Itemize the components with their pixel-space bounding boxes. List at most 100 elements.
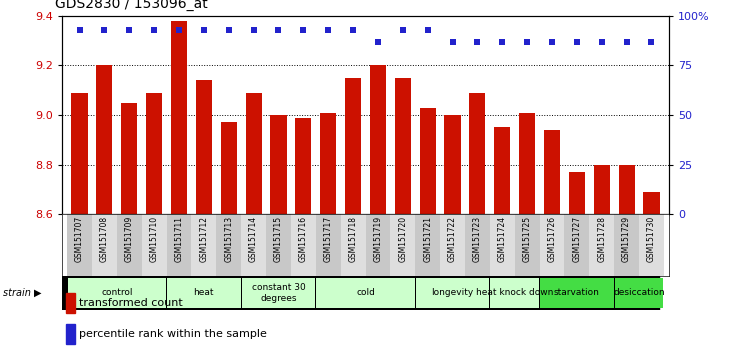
Point — [322, 27, 334, 33]
Bar — [639, 214, 664, 276]
Bar — [317, 278, 414, 308]
Bar — [540, 278, 613, 308]
Bar — [246, 93, 262, 214]
Bar — [121, 103, 137, 214]
Bar — [242, 278, 315, 308]
Text: heat knock down: heat knock down — [476, 289, 553, 297]
Text: GSM151717: GSM151717 — [324, 216, 333, 262]
Bar — [539, 214, 564, 276]
Text: GSM151709: GSM151709 — [125, 216, 134, 262]
Bar — [67, 278, 166, 308]
Bar — [67, 214, 92, 276]
Text: GSM151713: GSM151713 — [224, 216, 233, 262]
Text: transformed count: transformed count — [79, 298, 182, 308]
Text: GSM151714: GSM151714 — [249, 216, 258, 262]
Bar — [92, 214, 117, 276]
Text: GSM151723: GSM151723 — [473, 216, 482, 262]
Text: GSM151722: GSM151722 — [448, 216, 457, 262]
Text: GSM151708: GSM151708 — [100, 216, 109, 262]
Text: constant 30
degrees: constant 30 degrees — [251, 283, 306, 303]
Point — [447, 39, 458, 45]
Point — [173, 27, 185, 33]
Text: GSM151711: GSM151711 — [175, 216, 183, 262]
Text: GSM151721: GSM151721 — [423, 216, 432, 262]
Bar — [66, 293, 75, 313]
Text: GSM151719: GSM151719 — [374, 216, 382, 262]
Bar — [320, 113, 336, 214]
Text: GSM151724: GSM151724 — [498, 216, 507, 262]
Bar — [142, 214, 167, 276]
Text: GSM151725: GSM151725 — [523, 216, 531, 262]
Bar — [266, 214, 291, 276]
Text: GSM151726: GSM151726 — [548, 216, 556, 262]
Bar — [519, 113, 535, 214]
Text: GDS2830 / 153096_at: GDS2830 / 153096_at — [55, 0, 208, 11]
Bar — [589, 214, 614, 276]
Text: GSM151712: GSM151712 — [200, 216, 208, 262]
Bar — [444, 115, 461, 214]
Bar — [370, 65, 386, 214]
Bar — [615, 278, 664, 308]
Point — [496, 39, 508, 45]
Bar — [341, 214, 366, 276]
Text: GSM151728: GSM151728 — [597, 216, 606, 262]
Bar — [167, 278, 240, 308]
Bar — [440, 214, 465, 276]
Text: GSM151727: GSM151727 — [572, 216, 581, 262]
Text: GSM151720: GSM151720 — [398, 216, 407, 262]
Point — [223, 27, 235, 33]
Bar — [416, 278, 489, 308]
Bar — [594, 165, 610, 214]
Bar — [270, 115, 287, 214]
Text: GSM151715: GSM151715 — [274, 216, 283, 262]
Bar — [643, 192, 659, 214]
Bar — [614, 214, 639, 276]
Bar — [216, 214, 241, 276]
Point — [546, 39, 558, 45]
Text: GSM151730: GSM151730 — [647, 216, 656, 262]
Point — [372, 39, 384, 45]
Bar — [415, 214, 440, 276]
Bar — [66, 324, 75, 344]
Bar — [291, 214, 316, 276]
Text: GSM151707: GSM151707 — [75, 216, 84, 262]
Bar — [491, 278, 539, 308]
Text: desiccation: desiccation — [613, 289, 664, 297]
Point — [471, 39, 483, 45]
Point — [198, 27, 210, 33]
Bar — [618, 165, 635, 214]
Point — [298, 27, 309, 33]
Point — [74, 27, 86, 33]
Bar — [395, 78, 411, 214]
Bar — [117, 214, 142, 276]
Bar — [569, 172, 585, 214]
Text: heat: heat — [194, 289, 214, 297]
Point — [397, 27, 409, 33]
Point — [422, 27, 433, 33]
Point — [621, 39, 632, 45]
Text: strain ▶: strain ▶ — [3, 288, 42, 298]
Bar — [316, 214, 341, 276]
Bar — [515, 214, 539, 276]
Bar — [96, 65, 113, 214]
Point — [645, 39, 657, 45]
Bar — [72, 93, 88, 214]
Bar — [490, 214, 515, 276]
Point — [596, 39, 607, 45]
Bar — [171, 21, 187, 214]
Bar — [345, 78, 361, 214]
Text: GSM151718: GSM151718 — [349, 216, 357, 262]
Bar — [241, 214, 266, 276]
Point — [148, 27, 160, 33]
Bar — [295, 118, 311, 214]
Bar — [469, 93, 485, 214]
Bar — [221, 122, 237, 214]
Bar — [366, 214, 390, 276]
Bar — [494, 127, 510, 214]
Point — [248, 27, 260, 33]
Text: GSM151710: GSM151710 — [150, 216, 159, 262]
Text: GSM151716: GSM151716 — [299, 216, 308, 262]
Point — [521, 39, 533, 45]
Bar — [167, 214, 192, 276]
Point — [347, 27, 359, 33]
